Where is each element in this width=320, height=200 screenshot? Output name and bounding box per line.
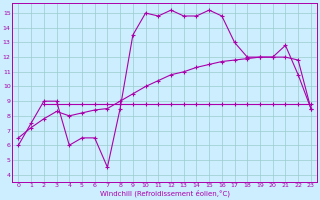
- X-axis label: Windchill (Refroidissement éolien,°C): Windchill (Refroidissement éolien,°C): [100, 190, 230, 197]
